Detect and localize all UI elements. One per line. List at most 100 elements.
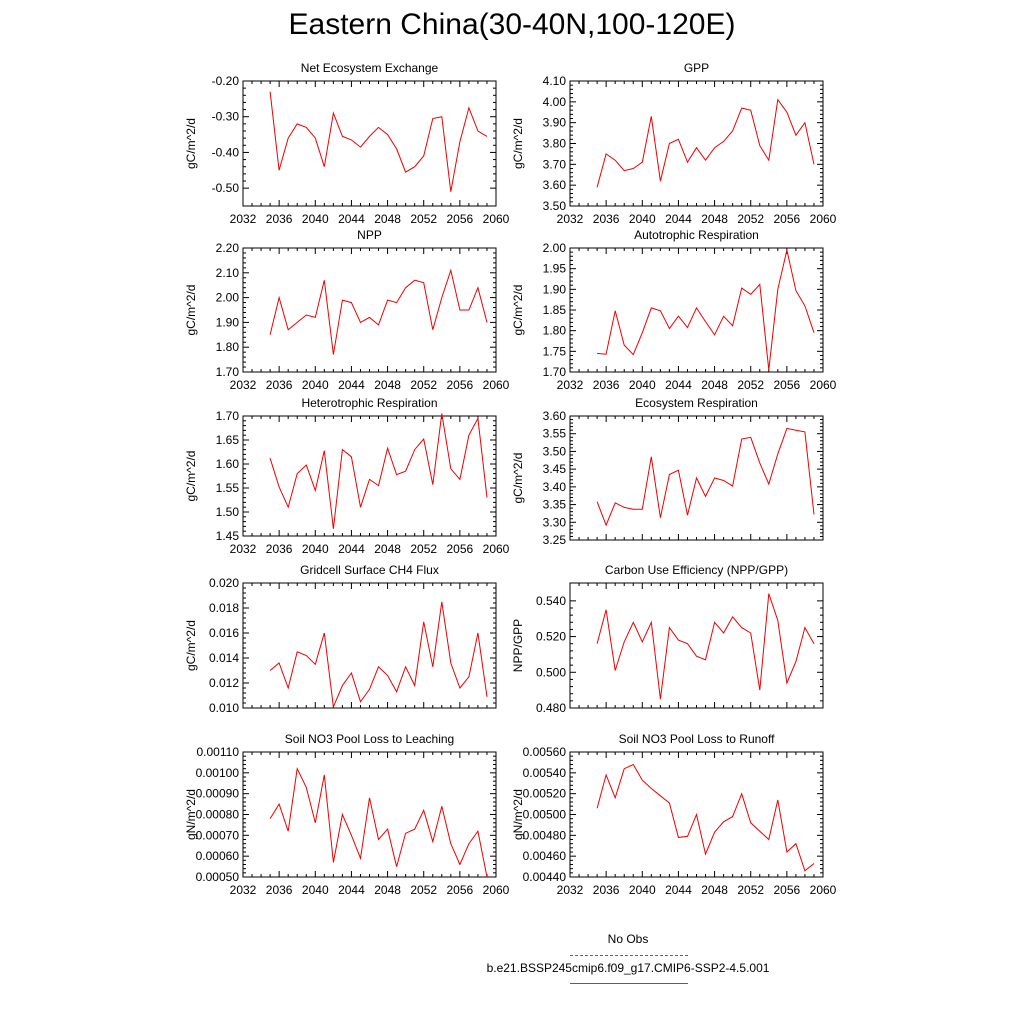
y-tick-label: 3.50 <box>543 199 567 213</box>
y-tick-label: 0.500 <box>536 665 566 679</box>
panel-title: Autotrophic Respiration <box>634 228 759 242</box>
plot-frame <box>569 80 824 207</box>
x-tick-label: 2048 <box>374 378 401 392</box>
x-tick-label: 2048 <box>374 883 401 897</box>
legend-model-label: b.e21.BSSP245cmip6.f09_g17.CMIP6-SSP2-4.… <box>486 961 770 975</box>
y-tick-label: 0.00080 <box>196 808 240 822</box>
x-tick-label: 2036 <box>266 378 293 392</box>
x-tick-label: 2056 <box>447 212 474 226</box>
x-tick-label: 2032 <box>230 212 257 226</box>
y-tick-label: 3.25 <box>543 533 567 547</box>
panel-title: Net Ecosystem Exchange <box>301 61 439 75</box>
y-tick-label: 3.50 <box>543 444 567 458</box>
panel-8: Carbon Use Efficiency (NPP/GPP) 0.480 0.50… <box>511 563 824 715</box>
y-tick-label: 1.70 <box>543 365 567 379</box>
x-tick-label: 2060 <box>483 378 510 392</box>
y-tick-label: 2.20 <box>216 241 240 255</box>
x-tick-label: 2032 <box>557 883 584 897</box>
x-tick-label: 2060 <box>483 542 510 556</box>
x-tick-label: 2036 <box>593 378 620 392</box>
x-tick-label: 2060 <box>810 883 837 897</box>
x-tick-label: 2052 <box>410 378 437 392</box>
series-line <box>596 593 815 700</box>
y-tick-label: 3.90 <box>543 116 567 130</box>
x-tick-label: 2060 <box>483 212 510 226</box>
series-line <box>596 98 815 188</box>
legend-no-obs-label: No Obs <box>607 932 649 946</box>
x-tick-label: 2056 <box>447 378 474 392</box>
series-line <box>596 763 815 872</box>
x-tick-label: 2052 <box>737 378 764 392</box>
y-tick-label: 1.90 <box>216 315 240 329</box>
panel-title: Carbon Use Efficiency (NPP/GPP) <box>605 563 788 577</box>
y-tick-label: 0.00060 <box>196 849 240 863</box>
x-tick-label: 2040 <box>629 378 656 392</box>
x-tick-label: 2048 <box>701 212 728 226</box>
y-axis-label: gN/m^2/d <box>511 789 525 840</box>
y-tick-label: 1.70 <box>216 409 240 423</box>
x-tick-label: 2048 <box>374 542 401 556</box>
y-tick-label: 3.60 <box>543 178 567 192</box>
y-tick-label: 0.00070 <box>196 828 240 842</box>
x-tick-label: 2040 <box>302 378 329 392</box>
panel-title: Soil NO3 Pool Loss to Leaching <box>285 732 454 746</box>
x-tick-label: 2032 <box>557 378 584 392</box>
x-tick-label: 2040 <box>629 883 656 897</box>
x-tick-label: 2060 <box>810 378 837 392</box>
y-tick-label: 0.016 <box>209 626 239 640</box>
x-tick-label: 2044 <box>338 212 365 226</box>
y-tick-label: 0.00110 <box>197 745 240 759</box>
y-tick-label: 0.00520 <box>523 787 567 801</box>
x-tick-label: 2060 <box>810 212 837 226</box>
series-line <box>596 427 815 527</box>
y-tick-label: 0.480 <box>536 701 566 715</box>
x-tick-label: 2056 <box>774 378 801 392</box>
y-tick-label: 3.45 <box>543 462 567 476</box>
x-tick-label: 2044 <box>338 378 365 392</box>
panel-2: GPP 3.50 3.60 3.70 3.80 3.90 4.00 4.10 2032 2036 2… <box>511 61 837 226</box>
y-tick-label: 0.012 <box>209 676 239 690</box>
panel-4: Autotrophic Respiration 1.70 1.75 1.80 1.85 1… <box>511 228 837 392</box>
plot-frame <box>569 582 824 709</box>
y-tick-label: 1.85 <box>543 303 567 317</box>
y-tick-label: 1.45 <box>216 529 240 543</box>
panel-title: Soil NO3 Pool Loss to Runoff <box>619 732 776 746</box>
x-tick-label: 2048 <box>701 378 728 392</box>
legend-model-line <box>570 983 688 984</box>
y-tick-label: -0.40 <box>212 145 240 159</box>
y-axis-label: gC/m^2/d <box>511 453 525 504</box>
y-tick-label: 0.00560 <box>523 745 567 759</box>
legend-no-obs-line <box>570 955 688 956</box>
panel-10: Soil NO3 Pool Loss to Runoff 0.00440 0.004… <box>511 732 837 897</box>
y-tick-label: 2.00 <box>216 291 240 305</box>
y-tick-label: 1.80 <box>216 340 240 354</box>
x-tick-label: 2036 <box>266 212 293 226</box>
series-line <box>597 249 815 370</box>
y-tick-label: 1.55 <box>216 481 240 495</box>
x-tick-label: 2032 <box>230 542 257 556</box>
x-tick-label: 2032 <box>230 378 257 392</box>
panel-5: Heterotrophic Respiration 1.45 1.50 1.55 1.6… <box>184 396 510 556</box>
x-tick-label: 2052 <box>737 883 764 897</box>
y-tick-label: 1.90 <box>543 282 567 296</box>
panel-title: GPP <box>684 61 709 75</box>
y-tick-label: 1.65 <box>216 433 240 447</box>
y-tick-label: 1.75 <box>543 344 567 358</box>
y-tick-label: -0.30 <box>212 110 240 124</box>
y-tick-label: 0.00090 <box>196 787 240 801</box>
y-tick-label: 0.540 <box>536 594 566 608</box>
plot-frame <box>242 247 497 373</box>
y-tick-label: 0.00540 <box>523 766 567 780</box>
y-tick-label: 2.00 <box>543 241 567 255</box>
y-tick-label: 1.50 <box>216 505 240 519</box>
y-tick-label: 3.40 <box>543 480 567 494</box>
plot-frame <box>569 247 824 373</box>
x-tick-label: 2056 <box>447 883 474 897</box>
series-line <box>269 91 488 192</box>
y-tick-label: 0.018 <box>209 601 239 615</box>
x-tick-label: 2040 <box>302 212 329 226</box>
panel-7: Gridcell Surface CH4 Flux 0.010 0.012 0.014… <box>184 563 497 715</box>
panel-title: NPP <box>357 228 382 242</box>
y-tick-label: 2.10 <box>216 266 240 280</box>
